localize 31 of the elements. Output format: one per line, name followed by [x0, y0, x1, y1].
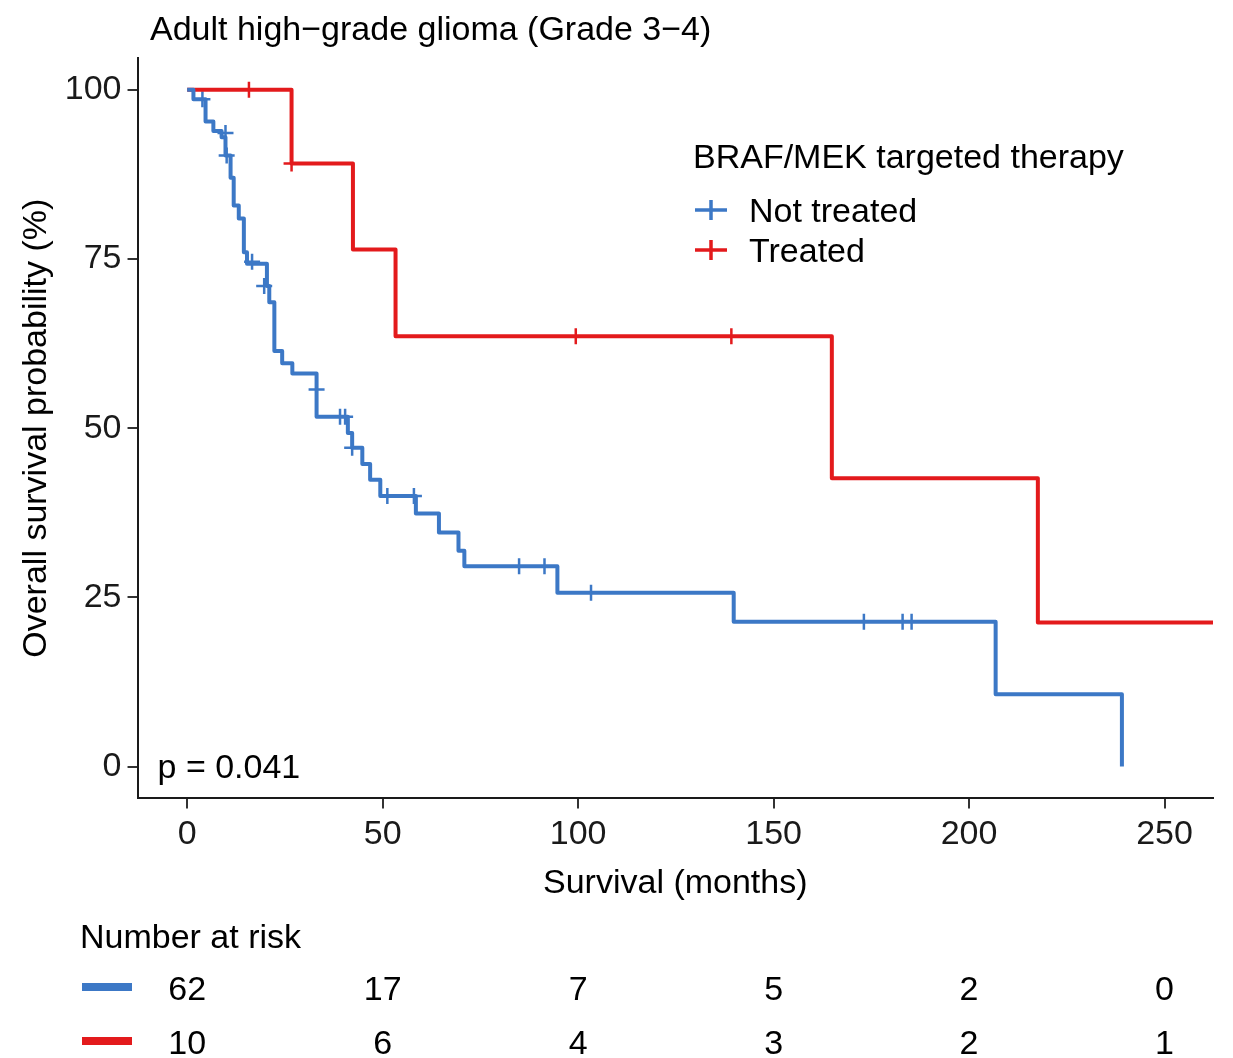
legend-label: Treated — [749, 231, 865, 269]
text: 3 — [764, 1023, 784, 1058]
text: Number at risk — [80, 917, 303, 955]
y-tick-label: 25 — [83, 575, 122, 614]
text: 4 — [568, 1023, 588, 1058]
x-axis-title: Survival (months) — [543, 861, 808, 900]
annotation: p = 0.041 — [157, 747, 301, 786]
x-tick-label: 150 — [745, 813, 802, 852]
legend-title: BRAF/MEK targeted therapy — [693, 137, 1124, 175]
y-tick-label: 50 — [83, 406, 122, 445]
text: 10 — [168, 1023, 207, 1058]
text: 7 — [568, 969, 588, 1007]
text: 1 — [1155, 1023, 1174, 1058]
text: 0 — [1155, 969, 1174, 1007]
y-tick-label: 100 — [64, 68, 122, 107]
text: 6 — [373, 1023, 393, 1058]
x-tick-label: 50 — [363, 813, 402, 852]
x-tick-label: 100 — [549, 813, 607, 852]
x-tick-label: 0 — [177, 813, 197, 852]
y-tick-label: 75 — [83, 237, 122, 276]
x-tick-label: 250 — [1136, 813, 1193, 852]
text: 17 — [363, 969, 402, 1007]
legend-label: Not treated — [749, 191, 918, 229]
text: 2 — [959, 969, 979, 1007]
text: 5 — [764, 969, 784, 1007]
y-axis-title: Overall survival probability (%) — [14, 198, 53, 658]
text: 62 — [168, 969, 207, 1007]
x-tick-label: 200 — [940, 813, 998, 852]
y-tick-label: 0 — [102, 744, 122, 783]
text: 2 — [959, 1023, 979, 1058]
chart-title: Adult high−grade glioma (Grade 3−4) — [150, 9, 712, 47]
